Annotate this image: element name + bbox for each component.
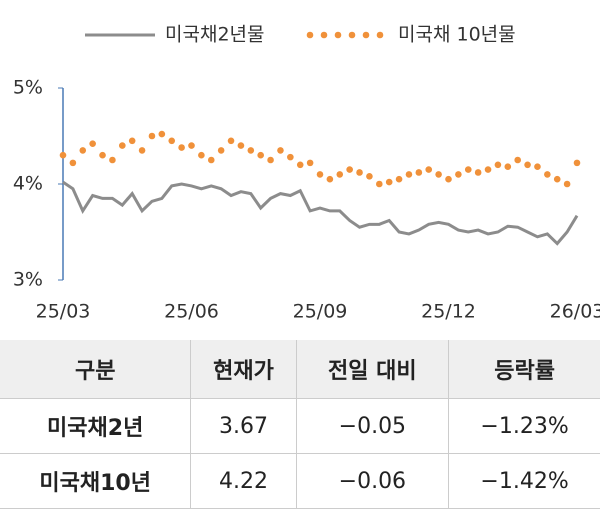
- data-dot: [395, 175, 403, 183]
- data-dot: [366, 173, 373, 180]
- legend-label: 미국채 10년물: [398, 24, 516, 46]
- legend-marker: [362, 31, 370, 39]
- data-dot: [119, 142, 126, 149]
- data-dot: [128, 137, 136, 145]
- data-dot: [188, 142, 195, 149]
- y-tick-label: 5%: [13, 77, 43, 99]
- data-dot: [336, 171, 344, 178]
- data-dot: [435, 171, 442, 178]
- table-row: 미국채10년 4.22 −0.06 −1.42%: [0, 453, 600, 509]
- table-cell: −0.06: [295, 453, 449, 509]
- table-cell: −0.05: [295, 398, 449, 454]
- data-dot: [59, 151, 67, 159]
- data-dot: [207, 156, 215, 164]
- data-dot: [89, 140, 96, 147]
- y-tick-label: 3%: [13, 269, 43, 291]
- data-dot: [563, 180, 571, 188]
- data-dot: [287, 153, 294, 161]
- x-tick-label: 25/06: [164, 301, 219, 323]
- data-dot: [385, 178, 393, 186]
- x-tick-label: 25/12: [421, 301, 476, 323]
- data-dot: [168, 137, 176, 145]
- data-dot: [158, 130, 166, 138]
- data-dot: [109, 156, 116, 164]
- data-dot: [573, 159, 581, 167]
- data-dot: [415, 169, 423, 176]
- table-cell: 미국채2년: [47, 416, 144, 441]
- legend-marker: [348, 31, 356, 39]
- data-dot: [534, 163, 541, 171]
- x-tick-label: 25/09: [293, 301, 348, 323]
- data-dot: [79, 147, 87, 154]
- data-dot: [405, 171, 413, 178]
- legend-marker: [376, 31, 384, 39]
- legend-marker: [306, 31, 314, 39]
- data-dot: [524, 161, 531, 169]
- data-dot: [316, 171, 324, 178]
- data-dot: [376, 180, 383, 188]
- data-dot: [148, 132, 156, 140]
- x-tick-label: 25/03: [36, 301, 91, 323]
- x-tick-label: 26/03: [550, 301, 600, 323]
- data-dot: [237, 142, 245, 149]
- header-cell: 현재가: [190, 340, 297, 399]
- legend-label: 미국채2년물: [165, 24, 265, 46]
- data-dot: [138, 147, 146, 154]
- header-cell: 등락률: [448, 340, 600, 399]
- header-cell: 구분: [0, 340, 191, 399]
- data-dot: [217, 147, 225, 154]
- legend-marker: [334, 31, 342, 39]
- data-dot: [277, 147, 284, 154]
- data-dot: [544, 171, 551, 178]
- table-cell: −1.42%: [448, 453, 600, 509]
- data-dot: [69, 159, 77, 167]
- data-dot: [267, 156, 274, 164]
- data-dot: [178, 144, 185, 151]
- data-dot: [494, 161, 502, 169]
- data-line: [62, 180, 579, 246]
- data-dot: [356, 169, 363, 176]
- data-dot: [504, 163, 512, 171]
- data-dot: [306, 159, 314, 167]
- table-cell: 4.22: [190, 453, 297, 509]
- y-tick-label: 4%: [13, 173, 43, 195]
- data-dot: [514, 156, 521, 164]
- data-dot: [99, 151, 106, 159]
- data-dot: [425, 166, 433, 173]
- legend-marker: [320, 31, 328, 39]
- data-dot: [464, 166, 472, 173]
- data-dot: [346, 166, 353, 173]
- data-dot: [296, 161, 304, 169]
- data-dot: [247, 147, 255, 154]
- table-cell: 미국채10년: [39, 471, 151, 496]
- data-dot: [455, 171, 462, 178]
- data-dot: [257, 151, 264, 159]
- table-cell: −1.23%: [448, 398, 600, 454]
- data-dot: [198, 151, 205, 159]
- header-row: 구분 현재가 전일 대비 등락률: [0, 340, 600, 399]
- data-dot: [484, 166, 492, 173]
- data-dot: [227, 137, 235, 145]
- data-dot: [553, 175, 561, 183]
- data-dot: [474, 169, 482, 176]
- header-cell: 전일 대비: [295, 340, 449, 399]
- data-dot: [445, 175, 452, 183]
- table-cell: 3.67: [190, 398, 297, 454]
- chart: 3% 4% 5% 25/03 25/06 25/09 25/12 26/03 미국채2년물 미국채…: [13, 24, 600, 323]
- table-row: 미국채2년 3.67 −0.05 −1.23%: [0, 398, 600, 454]
- data-dot: [326, 175, 334, 183]
